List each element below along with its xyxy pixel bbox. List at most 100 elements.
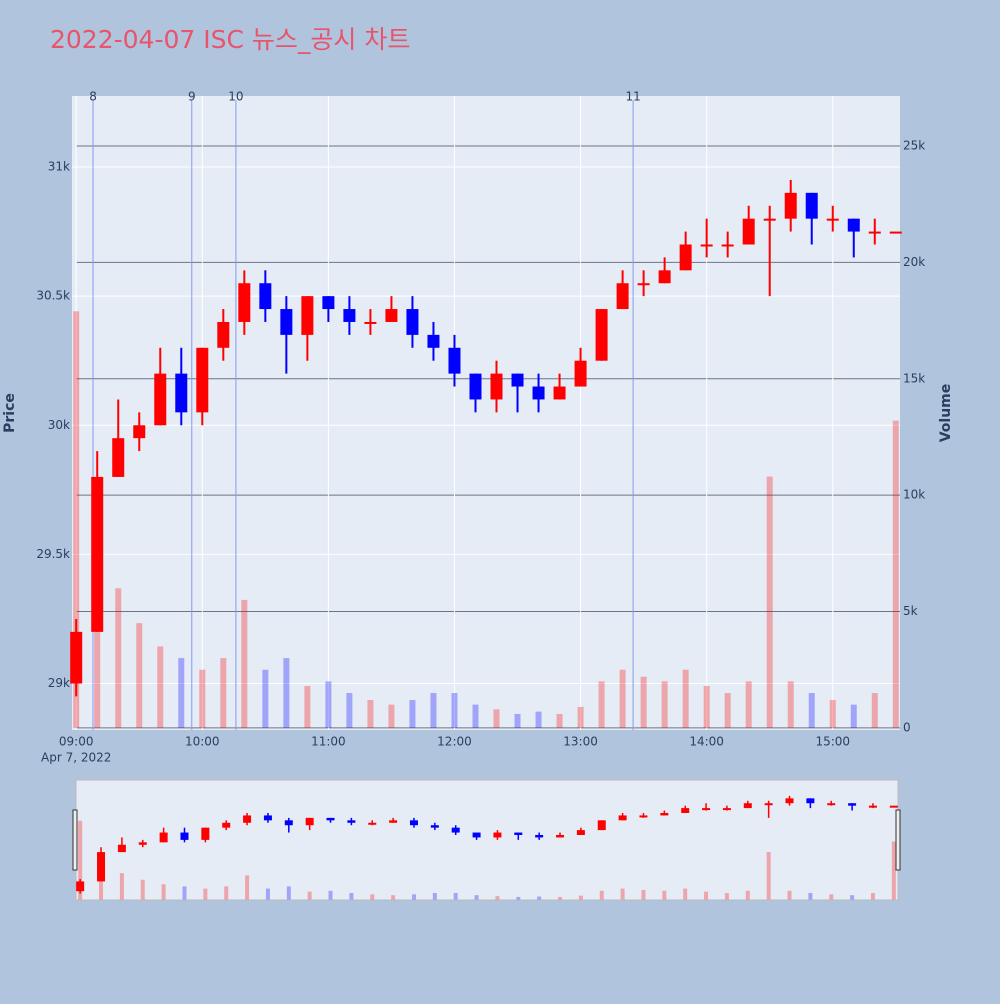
volume-bar: [703, 686, 710, 728]
slider-candle-body: [681, 808, 690, 813]
slider-candle-body: [785, 798, 794, 804]
volume-bar: [829, 699, 836, 728]
volume-bar: [661, 681, 668, 728]
volume-bar: [346, 692, 353, 728]
slider-volume-bar: [704, 891, 709, 900]
candle-body: [175, 373, 188, 413]
candle-body: [133, 425, 146, 439]
candle-body: [112, 438, 125, 477]
volume-bar: [682, 669, 689, 728]
candle-body: [70, 631, 83, 684]
candle-body: [847, 218, 860, 232]
slider-volume-bar: [850, 895, 855, 900]
candle-body: [406, 309, 419, 335]
slider-candle-body: [138, 842, 147, 845]
candle-body: [469, 373, 482, 400]
slider-volume-bar: [328, 890, 333, 900]
slider-volume-bar: [724, 892, 729, 900]
candle-body: [511, 373, 524, 387]
volume-bar: [871, 692, 878, 728]
slider-volume-bar: [307, 891, 312, 900]
volume-bar: [409, 699, 416, 728]
volume-bar: [115, 588, 122, 728]
volume-bar: [514, 713, 521, 728]
slider-candle-body: [117, 844, 126, 853]
candle-body: [742, 218, 755, 245]
slider-candle-body: [201, 827, 210, 840]
slider-candle-body: [848, 803, 857, 806]
slider-volume-bar: [119, 873, 124, 900]
slider-volume-bar: [78, 820, 83, 900]
slider-volume-bar: [411, 894, 416, 900]
candle-body: [280, 309, 293, 335]
volume-bar: [430, 692, 437, 728]
volume-bar: [199, 669, 206, 728]
y-axis-title: Price: [2, 393, 18, 433]
slider-candle-body: [514, 832, 523, 835]
slider-candle-body: [639, 815, 648, 818]
volume-bar: [766, 476, 773, 728]
x-tick-label: 13:00: [563, 735, 598, 749]
candle-body: [343, 309, 356, 322]
volume-bar: [367, 699, 374, 728]
candle-body: [448, 347, 461, 374]
slider-volume-bar: [161, 884, 166, 900]
slider-handle[interactable]: [895, 809, 901, 871]
slider-candle-body: [389, 820, 398, 823]
candle-body: [763, 218, 776, 221]
slider-volume-bar: [391, 895, 396, 900]
volume-bar: [535, 711, 542, 728]
candle-body: [91, 476, 104, 632]
y-tick-label: 30.5k: [36, 289, 70, 303]
slider-volume-bar: [370, 894, 375, 900]
slider-handle[interactable]: [72, 809, 78, 871]
candle-body: [196, 347, 209, 413]
volume-bar: [640, 676, 647, 728]
slider-candle-body: [76, 881, 85, 892]
slider-volume-bar: [453, 892, 458, 900]
volume-bar: [262, 669, 269, 728]
volume-bar: [325, 681, 332, 728]
slider-volume-bar: [224, 886, 229, 900]
y-tick-label: 30k: [48, 418, 70, 432]
y-tick-label: 31k: [48, 160, 70, 174]
volume-bar: [241, 599, 248, 728]
slider-volume-bar: [891, 841, 896, 900]
candle-body: [826, 218, 839, 221]
slider-volume-bar: [140, 879, 145, 900]
candle-body: [259, 283, 272, 310]
slider-volume-bar: [558, 896, 563, 900]
slider-candle-body: [556, 834, 565, 838]
slider-candle-body: [722, 808, 731, 811]
volume-bar: [451, 692, 458, 728]
slider-candle-body: [868, 805, 877, 808]
slider-volume-bar: [516, 896, 521, 900]
slider-volume-bar: [474, 895, 479, 900]
slider-volume-bar: [641, 889, 646, 900]
slider-volume-bar: [683, 888, 688, 900]
slider-candle-body: [222, 822, 231, 828]
candle-body: [217, 321, 230, 348]
volume-bar: [556, 713, 563, 728]
candle-body: [595, 309, 608, 361]
slider-volume-bar: [745, 890, 750, 900]
volume-bar: [850, 704, 857, 728]
candle-body: [364, 321, 377, 324]
slider-volume-bar: [662, 890, 667, 900]
slider-volume-bar: [766, 852, 771, 900]
volume-bar: [388, 704, 395, 728]
slider-candle-body: [535, 834, 544, 838]
candle-body: [889, 231, 902, 234]
news-label: 11: [625, 90, 640, 104]
slider-volume-bar: [870, 892, 875, 900]
candle-body: [574, 360, 587, 387]
y-tick-label: 29.5k: [36, 547, 70, 561]
candle-body: [322, 296, 335, 310]
slider-volume-bar: [537, 896, 542, 900]
candle-body: [637, 283, 650, 286]
x-tick-label: 10:00: [185, 735, 220, 749]
candle-body: [532, 386, 545, 400]
x-tick-label: 14:00: [689, 735, 724, 749]
slider-volume-bar: [203, 888, 208, 900]
slider-volume-bar: [787, 890, 792, 900]
